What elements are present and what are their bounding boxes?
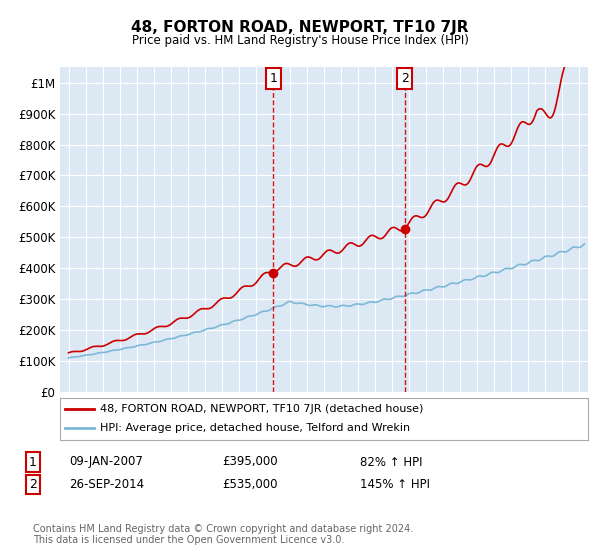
Text: £395,000: £395,000: [222, 455, 278, 469]
Text: 48, FORTON ROAD, NEWPORT, TF10 7JR (detached house): 48, FORTON ROAD, NEWPORT, TF10 7JR (deta…: [100, 404, 423, 414]
Text: 2: 2: [29, 478, 37, 491]
Text: £535,000: £535,000: [222, 478, 277, 491]
Text: 1: 1: [29, 455, 37, 469]
Text: 26-SEP-2014: 26-SEP-2014: [69, 478, 144, 491]
Text: 1: 1: [269, 72, 277, 85]
Text: 82% ↑ HPI: 82% ↑ HPI: [360, 455, 422, 469]
Text: 145% ↑ HPI: 145% ↑ HPI: [360, 478, 430, 491]
Text: HPI: Average price, detached house, Telford and Wrekin: HPI: Average price, detached house, Telf…: [100, 423, 410, 433]
Text: 2: 2: [401, 72, 409, 85]
Text: 48, FORTON ROAD, NEWPORT, TF10 7JR: 48, FORTON ROAD, NEWPORT, TF10 7JR: [131, 20, 469, 35]
Text: 09-JAN-2007: 09-JAN-2007: [69, 455, 143, 469]
Text: Price paid vs. HM Land Registry's House Price Index (HPI): Price paid vs. HM Land Registry's House …: [131, 34, 469, 46]
Text: Contains HM Land Registry data © Crown copyright and database right 2024.
This d: Contains HM Land Registry data © Crown c…: [33, 524, 413, 545]
